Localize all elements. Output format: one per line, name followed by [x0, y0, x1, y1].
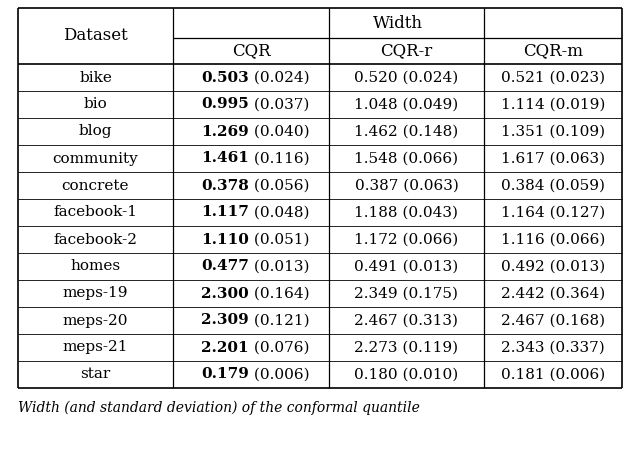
Text: 1.048 (0.049): 1.048 (0.049): [355, 98, 459, 111]
Text: 0.179: 0.179: [201, 367, 249, 382]
Text: 1.461: 1.461: [201, 152, 249, 165]
Text: 1.114 (0.019): 1.114 (0.019): [501, 98, 605, 111]
Text: (0.048): (0.048): [249, 206, 310, 219]
Text: 1.188 (0.043): 1.188 (0.043): [355, 206, 458, 219]
Text: bike: bike: [79, 71, 112, 84]
Text: (0.056): (0.056): [249, 179, 310, 192]
Text: meps-20: meps-20: [63, 313, 128, 327]
Text: 0.384 (0.059): 0.384 (0.059): [501, 179, 605, 192]
Text: (0.037): (0.037): [249, 98, 309, 111]
Text: 0.387 (0.063): 0.387 (0.063): [355, 179, 458, 192]
Text: 1.110: 1.110: [201, 233, 249, 246]
Text: star: star: [81, 367, 111, 382]
Text: (0.040): (0.040): [249, 125, 310, 138]
Text: Width (and standard deviation) of the conformal quantile: Width (and standard deviation) of the co…: [18, 401, 420, 415]
Text: 0.491 (0.013): 0.491 (0.013): [355, 260, 459, 273]
Text: homes: homes: [70, 260, 120, 273]
Text: CQR-m: CQR-m: [523, 43, 583, 60]
Text: concrete: concrete: [61, 179, 129, 192]
Text: 1.164 (0.127): 1.164 (0.127): [501, 206, 605, 219]
Text: 0.492 (0.013): 0.492 (0.013): [501, 260, 605, 273]
Text: 0.520 (0.024): 0.520 (0.024): [355, 71, 459, 84]
Text: 0.503: 0.503: [201, 71, 249, 84]
Text: Dataset: Dataset: [63, 27, 128, 44]
Text: 1.617 (0.063): 1.617 (0.063): [501, 152, 605, 165]
Text: (0.013): (0.013): [249, 260, 310, 273]
Text: 2.300: 2.300: [201, 287, 249, 300]
Text: 1.116 (0.066): 1.116 (0.066): [501, 233, 605, 246]
Text: (0.116): (0.116): [249, 152, 310, 165]
Text: (0.164): (0.164): [249, 287, 310, 300]
Text: (0.051): (0.051): [249, 233, 310, 246]
Text: 1.351 (0.109): 1.351 (0.109): [501, 125, 605, 138]
Text: 1.117: 1.117: [201, 206, 249, 219]
Text: 2.467 (0.168): 2.467 (0.168): [501, 313, 605, 327]
Text: CQR: CQR: [232, 43, 270, 60]
Text: 0.477: 0.477: [201, 260, 249, 273]
Text: 0.180 (0.010): 0.180 (0.010): [355, 367, 459, 382]
Text: 1.269: 1.269: [201, 125, 249, 138]
Text: meps-21: meps-21: [63, 340, 128, 354]
Text: (0.006): (0.006): [249, 367, 310, 382]
Text: 1.172 (0.066): 1.172 (0.066): [355, 233, 459, 246]
Text: 2.467 (0.313): 2.467 (0.313): [355, 313, 458, 327]
Text: community: community: [52, 152, 138, 165]
Text: CQR-r: CQR-r: [380, 43, 433, 60]
Text: (0.024): (0.024): [249, 71, 310, 84]
Text: 0.521 (0.023): 0.521 (0.023): [501, 71, 605, 84]
Text: 0.378: 0.378: [201, 179, 249, 192]
Text: (0.121): (0.121): [249, 313, 310, 327]
Text: bio: bio: [84, 98, 108, 111]
Text: (0.076): (0.076): [249, 340, 310, 354]
Text: 1.462 (0.148): 1.462 (0.148): [355, 125, 459, 138]
Text: 2.273 (0.119): 2.273 (0.119): [355, 340, 459, 354]
Text: 2.201: 2.201: [202, 340, 249, 354]
Text: 0.181 (0.006): 0.181 (0.006): [501, 367, 605, 382]
Text: 0.995: 0.995: [201, 98, 249, 111]
Text: Width: Width: [372, 15, 422, 32]
Text: facebook-1: facebook-1: [54, 206, 138, 219]
Text: 2.309: 2.309: [201, 313, 249, 327]
Text: 2.349 (0.175): 2.349 (0.175): [355, 287, 458, 300]
Text: 1.548 (0.066): 1.548 (0.066): [355, 152, 459, 165]
Text: meps-19: meps-19: [63, 287, 128, 300]
Text: 2.343 (0.337): 2.343 (0.337): [501, 340, 605, 354]
Text: blog: blog: [79, 125, 112, 138]
Text: 2.442 (0.364): 2.442 (0.364): [501, 287, 605, 300]
Text: facebook-2: facebook-2: [54, 233, 138, 246]
